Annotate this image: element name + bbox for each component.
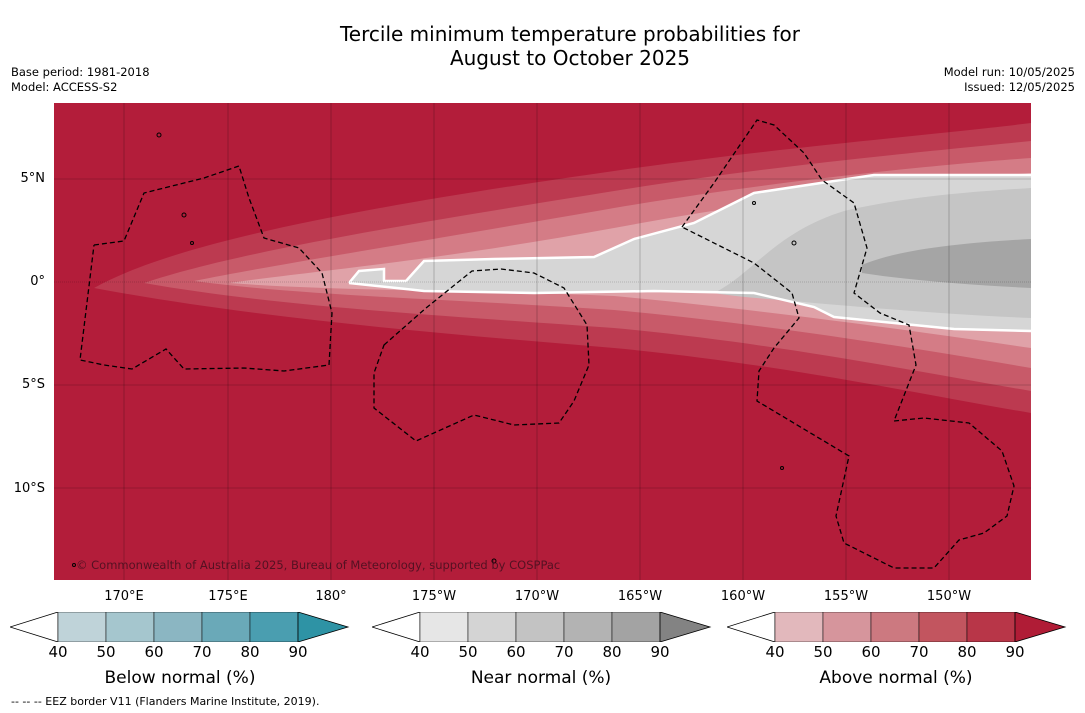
- above-tick-80: 80: [957, 643, 977, 661]
- below-normal-colorbar: [10, 612, 350, 642]
- above-bin-60: [870, 612, 920, 642]
- below-tick-90: 90: [288, 643, 308, 661]
- near-extend-high: [659, 612, 712, 642]
- below-tick-40: 40: [48, 643, 68, 661]
- chart-title: Tercile minimum temperature probabilitie…: [0, 22, 1085, 70]
- near-60-region: [714, 188, 1031, 318]
- copyright-notice: © Commonwealth of Australia 2025, Bureau…: [76, 558, 561, 572]
- meta-left: Base period: 1981-2018 Model: ACCESS-S2: [11, 65, 150, 95]
- above-tick-40: 40: [765, 643, 785, 661]
- eez-borders: [79, 119, 1015, 569]
- above-normal-colorbar: [727, 612, 1067, 642]
- near-tick-60: 60: [506, 643, 526, 661]
- near-bin-80: [611, 612, 661, 642]
- below-extend-high: [297, 612, 350, 642]
- lon-label-175w: 175°W: [411, 589, 457, 604]
- near-bin-40: [419, 612, 469, 642]
- title-line-1: Tercile minimum temperature probabilitie…: [339, 22, 801, 46]
- below-extend-low: [10, 612, 59, 642]
- near-bin-70: [563, 612, 613, 642]
- lat-label-0: 0°: [30, 274, 45, 289]
- near-tick-80: 80: [602, 643, 622, 661]
- below-bin-80: [249, 612, 299, 642]
- above-bin-40: [774, 612, 824, 642]
- lon-label-180: 180°: [315, 589, 347, 604]
- below-tick-60: 60: [144, 643, 164, 661]
- lat-label-5n: 5°N: [20, 171, 46, 186]
- below-tick-50: 50: [96, 643, 116, 661]
- below-normal-title: Below normal (%): [104, 668, 256, 688]
- above-bin-70: [918, 612, 968, 642]
- near-bin-60: [515, 612, 565, 642]
- lon-label-160w: 160°W: [720, 589, 766, 604]
- near-tick-70: 70: [554, 643, 574, 661]
- near-tick-50: 50: [458, 643, 478, 661]
- below-tick-70: 70: [192, 643, 212, 661]
- near-tick-90: 90: [650, 643, 670, 661]
- above-bin-50: [822, 612, 872, 642]
- above-normal-title: Above normal (%): [819, 668, 973, 688]
- model-run-text: Model run: 10/05/2025: [943, 65, 1075, 79]
- above-tick-60: 60: [861, 643, 881, 661]
- islands: [72, 132, 797, 567]
- above-tick-90: 90: [1005, 643, 1025, 661]
- lon-label-170e: 170°E: [104, 589, 144, 604]
- above-tick-50: 50: [813, 643, 833, 661]
- model-text: Model: ACCESS-S2: [11, 80, 118, 94]
- eez-footnote: -- -- -- EEZ border V11 (Flanders Marine…: [11, 695, 320, 708]
- title-line-2: August to October 2025: [449, 46, 691, 70]
- issued-text: Issued: 12/05/2025: [964, 80, 1075, 94]
- below-tick-80: 80: [240, 643, 260, 661]
- graticule: [54, 103, 1031, 580]
- lat-label-10s: 10°S: [13, 481, 45, 496]
- near-70-region: [862, 239, 1031, 288]
- lon-label-155w: 155°W: [823, 589, 869, 604]
- above-bin-80: [966, 612, 1016, 642]
- below-bin-50: [105, 612, 155, 642]
- below-bin-70: [201, 612, 251, 642]
- lon-label-175e: 175°E: [208, 589, 248, 604]
- map-canvas: [54, 103, 1031, 580]
- lon-label-170w: 170°W: [514, 589, 560, 604]
- above-extend-high: [1014, 612, 1067, 642]
- near-normal-title: Near normal (%): [470, 668, 612, 688]
- lat-label-5s: 5°S: [21, 377, 45, 392]
- near-normal-colorbar: [372, 612, 712, 642]
- near-bin-50: [467, 612, 517, 642]
- above-tick-70: 70: [909, 643, 929, 661]
- below-bin-60: [153, 612, 203, 642]
- near-normal-contour: [348, 173, 1031, 333]
- base-period-text: Base period: 1981-2018: [11, 65, 150, 79]
- above-extend-low: [727, 612, 776, 642]
- lon-label-150w: 150°W: [926, 589, 972, 604]
- probability-map: [54, 103, 1031, 580]
- meta-right: Model run: 10/05/2025 Issued: 12/05/2025: [944, 65, 1075, 95]
- lon-label-165w: 165°W: [617, 589, 663, 604]
- below-bin-40: [57, 612, 107, 642]
- near-tick-40: 40: [410, 643, 430, 661]
- near-extend-low: [372, 612, 421, 642]
